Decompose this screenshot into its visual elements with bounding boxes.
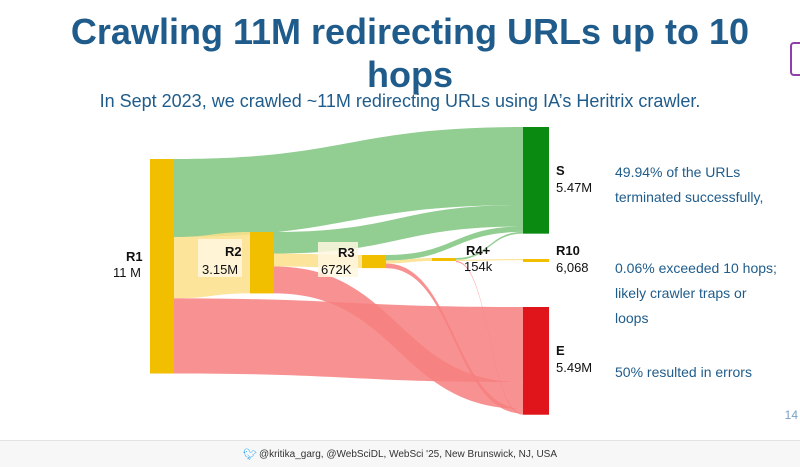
footer-text: @kritika_garg, @WebSciDL, WebSci '25, Ne… [258, 448, 557, 460]
link-r3-to-e [386, 263, 523, 414]
r2-value: 3.15M [202, 262, 238, 277]
twitter-bird-icon: 🐦︎ [242, 448, 257, 461]
sankey-chart: R1 11 M R2 3.15M R3 672K R4+ 154k S 5.47… [98, 117, 600, 430]
s-label: S [556, 163, 565, 178]
note-exceeded-line2: likely crawler traps or [615, 285, 747, 301]
note-success-line2: terminated successfully, [615, 189, 764, 205]
link-r4plus-to-e [456, 260, 523, 415]
r10-label: R10 [556, 243, 580, 258]
note-errors: 50% resulted in errors [615, 360, 752, 385]
node-r3 [362, 255, 386, 269]
link-r1-to-s [174, 127, 523, 237]
link-r3-to-r4plus [386, 258, 432, 264]
link-r4plus-to-s [456, 231, 523, 260]
note-success: 49.94% of the URLs terminated successful… [615, 160, 763, 210]
r1-label: R1 [126, 249, 143, 264]
link-r3-to-s [386, 226, 523, 261]
link-r2-to-e [274, 266, 523, 409]
sankey-svg: R1 11 M R2 3.15M R3 672K R4+ 154k S 5.47… [98, 117, 600, 430]
note-exceeded-line3: loops [615, 310, 649, 326]
page-number: 14 [784, 408, 798, 422]
slide-title: Crawling 11M redirecting URLs up to 10 h… [70, 11, 750, 95]
s-value: 5.47M [556, 180, 592, 195]
r2-label-box [198, 239, 242, 277]
node-s [523, 127, 549, 234]
sankey-links [174, 127, 523, 415]
note-exceeded: 0.06% exceeded 10 hops; likely crawler t… [615, 256, 777, 331]
node-r1 [150, 159, 174, 374]
node-r4plus [432, 258, 456, 262]
e-label: E [556, 343, 565, 358]
note-success-line1: 49.94% of the URLs [615, 164, 741, 180]
slide: Crawling 11M redirecting URLs up to 10 h… [70, 11, 800, 430]
slide-subtitle: In Sept 2023, we crawled ~11M redirectin… [99, 91, 701, 111]
r10-value: 6,068 [556, 260, 589, 275]
r1-value: 11 M [113, 265, 141, 280]
e-value: 5.49M [556, 360, 592, 375]
r3-label-box [318, 242, 358, 277]
footer-bar: 🐦︎ @kritika_garg, @WebSciDL, WebSci '25,… [0, 440, 800, 467]
r2-label: R2 [225, 244, 242, 259]
r4-label: R4+ [466, 243, 491, 258]
node-r2 [250, 232, 274, 294]
link-r4plus-to-r10 [456, 259, 523, 261]
note-errors-line: 50% resulted in errors [615, 364, 752, 380]
node-r10 [523, 259, 549, 262]
r3-label: R3 [338, 245, 355, 260]
note-exceeded-line1: 0.06% exceeded 10 hops; [615, 260, 777, 276]
r4-value: 154k [464, 259, 493, 274]
node-e [523, 307, 549, 415]
r3-value: 672K [321, 262, 352, 277]
link-r2-to-s [274, 205, 523, 254]
side-tab-marker [790, 42, 800, 76]
sankey-nodes [150, 127, 549, 415]
